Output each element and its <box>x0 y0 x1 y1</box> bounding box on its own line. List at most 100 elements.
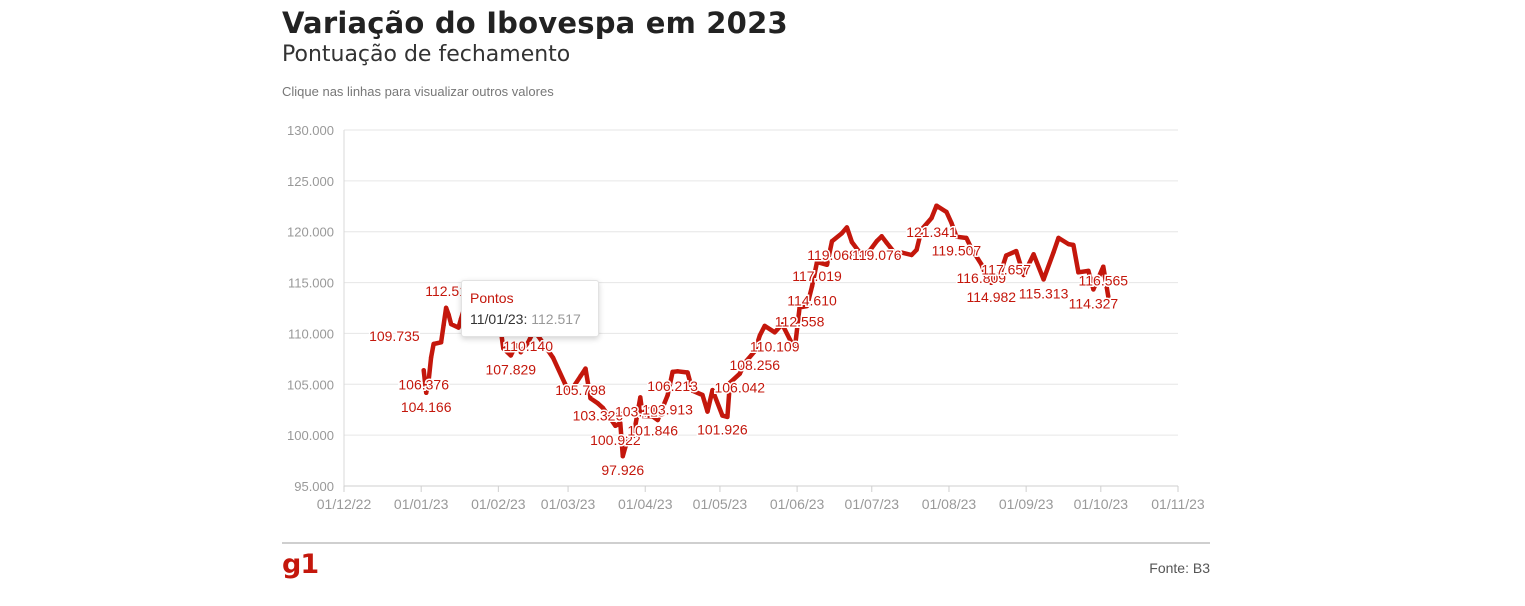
data-point[interactable] <box>441 322 446 328</box>
data-point[interactable] <box>984 274 989 279</box>
data-point[interactable] <box>1101 264 1106 269</box>
data-point[interactable] <box>613 423 618 428</box>
data-point[interactable] <box>824 262 830 267</box>
data-point[interactable] <box>518 350 523 355</box>
data-point[interactable] <box>623 444 628 450</box>
data-point[interactable] <box>979 262 984 267</box>
data-point[interactable] <box>426 378 431 384</box>
data-point[interactable] <box>1091 287 1096 292</box>
data-point[interactable] <box>1086 268 1091 274</box>
data-point[interactable] <box>894 253 899 258</box>
data-point[interactable] <box>1014 248 1019 254</box>
data-point[interactable] <box>605 412 611 418</box>
data-point[interactable] <box>737 371 742 376</box>
data-point[interactable] <box>550 355 556 360</box>
data-point[interactable] <box>421 368 426 373</box>
data-point[interactable] <box>1071 242 1076 248</box>
data-point[interactable] <box>762 323 767 329</box>
data-point[interactable] <box>1076 270 1081 275</box>
data-point[interactable] <box>954 234 959 239</box>
data-point[interactable] <box>690 388 695 393</box>
data-point[interactable] <box>595 401 601 406</box>
data-point[interactable] <box>563 382 568 388</box>
data-point[interactable] <box>929 215 934 221</box>
data-point[interactable] <box>859 253 864 258</box>
data-point[interactable] <box>685 370 690 375</box>
data-point[interactable] <box>526 340 531 345</box>
data-point[interactable] <box>849 239 855 245</box>
data-point[interactable] <box>1041 277 1046 282</box>
data-point[interactable] <box>839 231 845 236</box>
data-point[interactable] <box>797 305 802 310</box>
data-point[interactable] <box>934 203 939 208</box>
data-point[interactable] <box>1056 235 1061 241</box>
data-point[interactable] <box>814 259 820 265</box>
data-point[interactable] <box>752 349 757 354</box>
data-point[interactable] <box>665 393 670 398</box>
data-point[interactable] <box>443 305 449 310</box>
data-point[interactable] <box>568 389 573 394</box>
data-point[interactable] <box>700 392 705 398</box>
data-point[interactable] <box>899 250 904 255</box>
data-point[interactable] <box>650 414 655 419</box>
data-point[interactable] <box>438 340 444 345</box>
data-point[interactable] <box>999 268 1004 273</box>
data-point[interactable] <box>1066 241 1071 247</box>
data-point[interactable] <box>879 234 884 239</box>
data-point[interactable] <box>513 343 518 348</box>
data-point[interactable] <box>428 355 434 360</box>
data-point[interactable] <box>588 396 593 401</box>
data-point[interactable] <box>867 249 872 254</box>
data-point[interactable] <box>710 387 715 393</box>
data-point[interactable] <box>829 239 835 244</box>
data-point[interactable] <box>944 209 949 215</box>
data-point[interactable] <box>1031 252 1036 257</box>
data-point[interactable] <box>1004 253 1009 258</box>
data-point[interactable] <box>1106 294 1111 299</box>
data-point[interactable] <box>989 280 994 285</box>
data-point[interactable] <box>620 454 625 459</box>
data-point[interactable] <box>725 414 730 420</box>
data-point[interactable] <box>583 366 588 371</box>
data-point[interactable] <box>456 325 461 330</box>
data-point[interactable] <box>964 235 969 241</box>
data-point[interactable] <box>670 369 675 375</box>
data-point[interactable] <box>675 369 680 374</box>
data-point[interactable] <box>508 353 513 358</box>
data-label: 121.341 <box>906 224 957 240</box>
data-point[interactable] <box>431 341 436 347</box>
data-point[interactable] <box>1051 250 1056 255</box>
data-point[interactable] <box>909 252 914 258</box>
data-point[interactable] <box>772 330 777 335</box>
data-point[interactable] <box>874 238 879 244</box>
data-point[interactable] <box>949 220 954 226</box>
data-point[interactable] <box>789 341 795 347</box>
data-point[interactable] <box>1021 272 1026 278</box>
data-point[interactable] <box>446 312 451 317</box>
data-point[interactable] <box>884 240 889 246</box>
data-point[interactable] <box>757 333 762 338</box>
data-point[interactable] <box>804 303 810 309</box>
data-point[interactable] <box>705 409 710 414</box>
data-point[interactable] <box>501 346 506 351</box>
data-point[interactable] <box>720 413 725 418</box>
data-point[interactable] <box>844 225 850 230</box>
data-point[interactable] <box>448 321 454 327</box>
data-point[interactable] <box>792 348 797 353</box>
data-point[interactable] <box>969 246 974 251</box>
data-point[interactable] <box>640 413 645 419</box>
data-point[interactable] <box>780 322 785 327</box>
data-point[interactable] <box>618 420 623 426</box>
data-point[interactable] <box>600 405 606 411</box>
data-point[interactable] <box>914 247 919 252</box>
data-point[interactable] <box>727 380 733 385</box>
data-point[interactable] <box>638 395 643 400</box>
data-point[interactable] <box>578 374 583 379</box>
data-point[interactable] <box>919 227 924 232</box>
data-point[interactable] <box>633 423 638 428</box>
data-point[interactable] <box>809 284 815 289</box>
data-point[interactable] <box>742 360 747 365</box>
data-point[interactable] <box>655 417 660 423</box>
data-point[interactable] <box>424 390 429 395</box>
